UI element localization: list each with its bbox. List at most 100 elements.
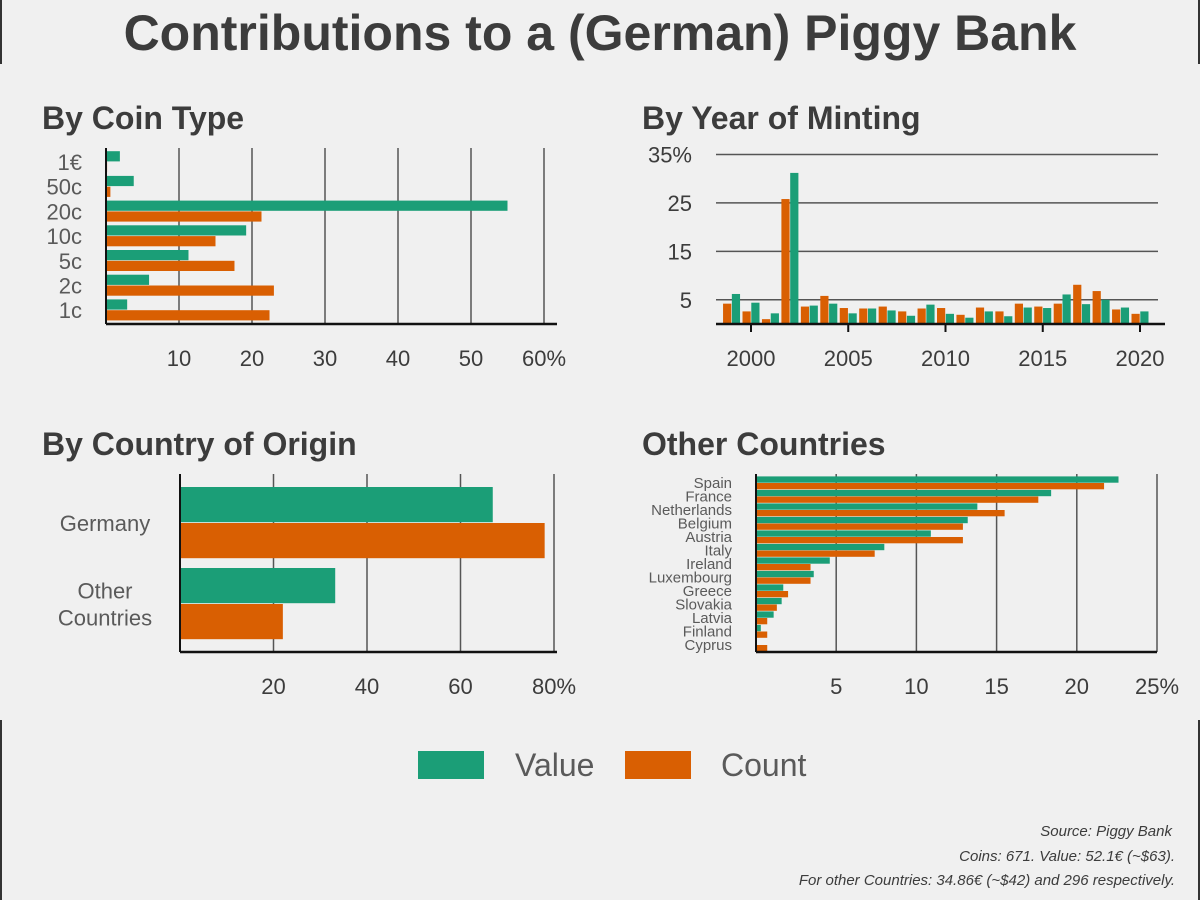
- category-label: Greece: [683, 583, 732, 600]
- bar-value: [756, 476, 1119, 483]
- bar-count: [975, 307, 985, 324]
- bar-value: [180, 568, 336, 604]
- category-label: 20c: [47, 199, 82, 224]
- bar-value: [1004, 316, 1013, 324]
- x-tick-label: 40: [355, 674, 379, 699]
- legend-swatch-count: [625, 751, 691, 779]
- x-tick-label: 10: [167, 346, 191, 371]
- bar-count: [1092, 291, 1101, 324]
- bar-value: [1062, 294, 1071, 324]
- x-tick-label: 20: [1065, 674, 1089, 699]
- bar-count: [800, 306, 810, 324]
- bar-count: [917, 308, 926, 324]
- note-totals: Coins: 671. Value: 52.1€ (~$63).: [959, 848, 1175, 865]
- bar-count: [1014, 303, 1023, 324]
- country-chart: 20 40 60 80% Germany Other Countries: [58, 474, 576, 699]
- bar-count: [106, 310, 270, 321]
- bar-count: [756, 645, 768, 652]
- legend-label-count: Count: [721, 747, 807, 783]
- year-chart: 5 15 25 35% 2000 2005 2010 2015 2020: [648, 143, 1165, 371]
- bar-count: [859, 308, 868, 324]
- x-tick-label: 30: [313, 346, 337, 371]
- x-tick-label: 50: [459, 346, 483, 371]
- bar-value: [1023, 307, 1032, 324]
- category-label: 2c: [59, 274, 82, 299]
- y-tick-label: 25: [668, 191, 692, 216]
- bar-value: [106, 274, 150, 285]
- y-tick-label: 5: [680, 288, 692, 313]
- bar-count: [956, 314, 965, 324]
- bar-count: [756, 618, 768, 625]
- legend-swatch-value: [418, 751, 484, 779]
- bar-count: [756, 604, 777, 611]
- x-tick-label: 2000: [727, 346, 776, 371]
- category-label: 5c: [59, 249, 82, 274]
- bar-value: [1140, 311, 1149, 324]
- legend: Value Count: [418, 747, 807, 783]
- bar-count: [180, 604, 283, 640]
- bar-value: [106, 299, 128, 310]
- bar-count: [761, 319, 771, 324]
- bar-value: [906, 315, 916, 324]
- note-source: Source: Piggy Bank: [1040, 823, 1173, 840]
- y-tick-label: 15: [668, 239, 692, 264]
- x-tick-label: 2010: [921, 346, 970, 371]
- legend-label-value: Value: [515, 747, 594, 783]
- bar-value: [926, 304, 935, 324]
- bar-count: [180, 523, 545, 559]
- x-tick-label: 5: [830, 674, 842, 699]
- bar-value: [756, 584, 784, 591]
- x-tick-label: 40: [386, 346, 410, 371]
- bar-value: [756, 611, 774, 618]
- bar-count: [1053, 303, 1062, 324]
- x-tick-label: 15: [984, 674, 1008, 699]
- bar-count: [1073, 284, 1082, 324]
- bar-count: [106, 236, 216, 247]
- x-tick-label: 2020: [1116, 346, 1165, 371]
- bar-count: [1112, 309, 1121, 324]
- panel-title-year: By Year of Minting: [642, 100, 921, 136]
- x-tick-label: 60: [448, 674, 472, 699]
- bar-count: [898, 311, 907, 324]
- bar-value: [868, 308, 877, 324]
- bar-value: [106, 225, 247, 236]
- bar-count: [756, 577, 811, 584]
- bar-count: [756, 496, 1039, 503]
- x-tick-label: 25%: [1135, 674, 1179, 699]
- bar-value: [756, 543, 885, 551]
- category-label: Netherlands: [651, 502, 732, 519]
- bar-count: [756, 537, 963, 544]
- bar-value: [848, 313, 857, 324]
- bar-value: [790, 172, 799, 324]
- x-tick-label: 2015: [1018, 346, 1067, 371]
- main-title: Contributions to a (German) Piggy Bank: [124, 5, 1077, 61]
- category-label: Italy: [704, 543, 732, 560]
- bar-count: [839, 308, 848, 324]
- bar-count: [106, 285, 274, 296]
- category-label: Luxembourg: [649, 570, 732, 587]
- bar-value: [106, 151, 120, 162]
- x-tick-label: 20: [240, 346, 264, 371]
- category-label: 50c: [47, 175, 82, 200]
- panel-title-coin-type: By Coin Type: [42, 100, 244, 136]
- bar-value: [770, 313, 779, 324]
- bar-count: [756, 550, 875, 557]
- bar-value: [984, 311, 993, 324]
- category-label: 1c: [59, 298, 82, 323]
- bar-value: [756, 516, 968, 524]
- bar-value: [756, 489, 1052, 497]
- bar-value: [1081, 304, 1091, 324]
- category-label: Germany: [60, 511, 150, 536]
- bar-count: [937, 308, 946, 324]
- bar-value: [965, 317, 974, 324]
- bar-count: [1034, 306, 1043, 324]
- category-label: Spain: [694, 475, 732, 492]
- bar-value: [756, 530, 931, 537]
- category-label: Belgium: [678, 516, 732, 533]
- bar-count: [781, 199, 790, 324]
- bar-count: [1131, 313, 1140, 324]
- bar-value: [887, 310, 896, 324]
- category-label: Slovakia: [675, 597, 732, 614]
